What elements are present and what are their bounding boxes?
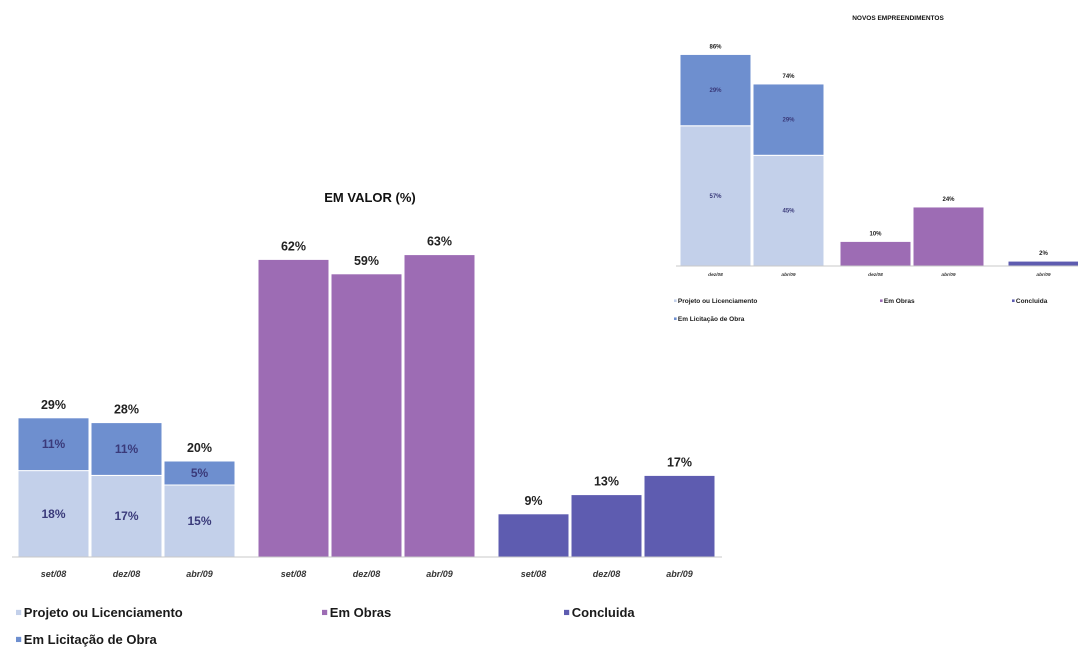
inset-legend-label-2: Concluida — [1016, 298, 1048, 305]
inset-bar-projeto-licitacao-0-1 — [752, 154, 825, 267]
main-seg-label-projeto-licitacao-1-2: 5% — [191, 466, 209, 480]
main-bar-concluida-0-2 — [643, 474, 716, 558]
inset-legend-swatch-1 — [880, 299, 883, 303]
inset-legend-label-0: Projeto ou Licenciamento — [678, 298, 757, 305]
main-tick-em-obras-2: abr/09 — [426, 569, 453, 579]
main-seg-label-projeto-licitacao-0-2: 15% — [187, 514, 211, 528]
main-seg-label-projeto-licitacao-1-0: 11% — [42, 437, 66, 451]
main-bar-projeto-licitacao-0-0 — [17, 470, 90, 558]
inset-tick-em-obras-0: dez/08 — [868, 272, 883, 278]
main-tick-projeto-licitacao-2: abr/09 — [186, 569, 213, 579]
main-seg-label-projeto-licitacao-0-0: 18% — [41, 507, 65, 521]
inset-value-label-em-obras-0: 10% — [869, 231, 882, 237]
em-valor-chart: EM VALOR (%) 18% 11% 29% 17% 11% 28% 15% 5% 20% 6… — [12, 190, 722, 647]
inset-legend-label-1: Em Obras — [884, 298, 915, 305]
main-value-label-em-obras-1: 59% — [354, 254, 379, 268]
inset-bar-em-obras-0-1 — [912, 206, 985, 267]
inset-legend-swatch-0 — [674, 299, 677, 303]
inset-seg-label-projeto-licitacao-0-1: 45% — [782, 209, 795, 215]
main-total-label-2: 20% — [187, 441, 212, 455]
inset-bar-concluida-0-0 — [1007, 260, 1078, 267]
inset-tick-em-obras-1: abr/09 — [941, 272, 955, 278]
inset-tick-projeto-licitacao-1: abr/09 — [781, 272, 795, 278]
main-legend-label-1: Em Obras — [330, 605, 391, 620]
main-seg-label-projeto-licitacao-0-1: 17% — [114, 509, 138, 523]
inset-legend-label-3: Em Licitação de Obra — [678, 316, 745, 323]
inset-seg-label-projeto-licitacao-0-0: 57% — [709, 194, 722, 200]
main-tick-projeto-licitacao-1: dez/08 — [113, 569, 141, 579]
main-bar-em-obras-0-2 — [403, 254, 476, 558]
main-tick-em-obras-0: set/08 — [281, 569, 307, 579]
main-legend-label-3: Em Licitação de Obra — [24, 632, 158, 647]
main-bar-em-obras-0-1 — [330, 273, 403, 558]
main-chart-title: EM VALOR (%) — [324, 190, 415, 205]
main-bar-projeto-licitacao-1-0 — [17, 417, 90, 472]
main-bar-concluida-0-1 — [570, 494, 643, 558]
inset-total-label-0: 86% — [709, 44, 722, 50]
main-bar-concluida-0-0 — [497, 513, 570, 558]
main-bar-projeto-licitacao-1-2 — [163, 460, 236, 486]
inset-value-label-concluida-0: 2% — [1039, 251, 1048, 257]
inset-seg-label-projeto-licitacao-1-1: 29% — [782, 118, 795, 124]
main-tick-projeto-licitacao-0: set/08 — [41, 569, 67, 579]
inset-legend-swatch-3 — [674, 317, 677, 321]
inset-tick-concluida-0: abr/09 — [1036, 272, 1050, 278]
inset-seg-label-projeto-licitacao-1-0: 29% — [709, 88, 722, 94]
main-bar-projeto-licitacao-1-1 — [90, 422, 163, 476]
inset-legend-swatch-2 — [1012, 299, 1015, 303]
main-legend-swatch-1 — [322, 609, 328, 616]
inset-total-label-1: 74% — [782, 74, 795, 80]
main-legend-label-2: Concluida — [572, 605, 636, 620]
main-tick-em-obras-1: dez/08 — [353, 569, 381, 579]
main-seg-label-projeto-licitacao-1-1: 11% — [115, 442, 139, 456]
inset-bar-projeto-licitacao-0-0 — [679, 125, 752, 267]
inset-value-label-em-obras-1: 24% — [942, 197, 955, 203]
main-legend-label-0: Projeto ou Licenciamento — [24, 605, 183, 620]
inset-bar-em-obras-0-0 — [839, 240, 912, 267]
inset-bar-projeto-licitacao-1-1 — [752, 83, 825, 156]
inset-tick-projeto-licitacao-0: dez/08 — [708, 272, 723, 278]
main-legend-swatch-2 — [564, 609, 570, 616]
inset-chart-title: NOVOS EMPREENDIMENTOS — [852, 15, 944, 22]
main-value-label-concluida-2: 17% — [667, 455, 692, 469]
main-tick-concluida-1: dez/08 — [593, 569, 621, 579]
main-value-label-concluida-0: 9% — [524, 494, 542, 508]
main-total-label-1: 28% — [114, 403, 139, 417]
main-bar-em-obras-0-0 — [257, 258, 330, 558]
main-legend-swatch-3 — [16, 636, 22, 643]
main-value-label-em-obras-2: 63% — [427, 235, 452, 249]
main-tick-concluida-2: abr/09 — [666, 569, 693, 579]
main-value-label-em-obras-0: 62% — [281, 239, 306, 253]
inset-bar-projeto-licitacao-1-0 — [679, 53, 752, 127]
main-total-label-0: 29% — [41, 398, 66, 412]
main-legend-swatch-0 — [16, 609, 22, 616]
main-tick-concluida-0: set/08 — [521, 569, 547, 579]
main-value-label-concluida-1: 13% — [594, 475, 619, 489]
novos-empreendimentos-chart: NOVOS EMPREENDIMENTOS 57% 29% 86% 45% 29% 74%… — [674, 15, 1078, 323]
